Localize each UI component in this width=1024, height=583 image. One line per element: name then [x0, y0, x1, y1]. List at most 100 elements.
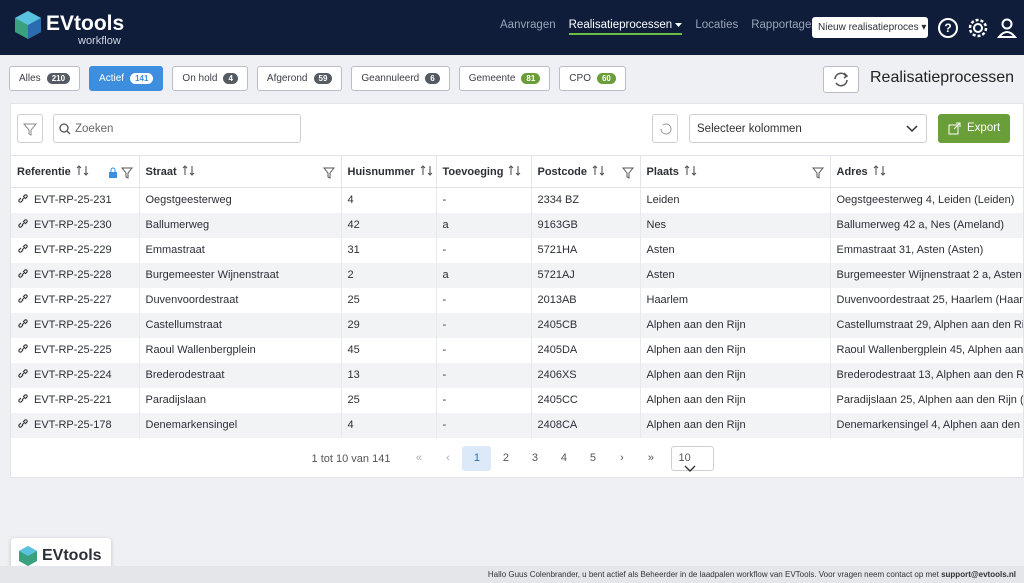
new-button[interactable]: Nieuw realisatieproces ▾	[812, 17, 928, 38]
column-select[interactable]: Selecteer kolommen	[689, 114, 927, 143]
cell-text: 2408CA	[537, 419, 578, 431]
column-header[interactable]: Adres	[830, 155, 1023, 188]
nav-item[interactable]: Aanvragen	[500, 19, 556, 31]
cell-text: 4	[347, 419, 354, 431]
cell: Burgemeester Wijnenstraat	[139, 262, 342, 288]
page-nav[interactable]: «	[415, 452, 423, 464]
column-label: Postcode	[537, 165, 588, 178]
reference-link[interactable]: EVT-RP-25-230	[34, 219, 112, 231]
table-row[interactable]: EVT-RP-25-230 Ballumerweg 42 a 9163GB Nes Ball…	[11, 212, 1023, 238]
reference-link[interactable]: EVT-RP-25-224	[34, 369, 112, 381]
header-row: Referentie Straat Huisnummer Toevoeging Post…	[11, 155, 1023, 188]
search[interactable]: Zoeken	[53, 114, 301, 143]
header-icons[interactable]: ?	[937, 17, 1017, 39]
cell-text: Alphen aan den Rijn	[646, 319, 746, 331]
tab[interactable]: On hold 4	[172, 66, 248, 91]
cell: 9163GB	[531, 212, 641, 238]
cell-text: -	[442, 369, 447, 381]
tab[interactable]: Geannuleerd 6	[351, 66, 450, 91]
table-row[interactable]: EVT-RP-25-226 Castellumstraat 29 - 2405CB Alp…	[11, 312, 1023, 338]
export-button[interactable]: Export	[938, 114, 1010, 143]
table-row[interactable]: EVT-RP-25-228 Burgemeester Wijnenstraat 2 a…	[11, 262, 1023, 288]
page-size[interactable]: 10	[671, 446, 715, 472]
reference-link[interactable]: EVT-RP-25-229	[34, 244, 112, 256]
cell: EVT-RP-25-229	[11, 237, 140, 263]
undo[interactable]	[652, 114, 678, 143]
filter-reset[interactable]	[17, 114, 43, 143]
cell: Denemarkensingel 4, Alphen aan den Rijn …	[830, 412, 1023, 438]
page-number[interactable]: 4	[560, 452, 568, 464]
nav-item[interactable]: Rapportages	[751, 19, 818, 31]
cell-text: -	[442, 344, 447, 356]
cell-text: 31	[347, 244, 360, 256]
page-number[interactable]: 5	[589, 452, 597, 464]
cell: Raoul Wallenbergplein	[139, 337, 342, 363]
reference-link[interactable]: EVT-RP-25-221	[34, 394, 112, 406]
cell-text: Asten	[646, 269, 675, 281]
cell-text: 2405DA	[537, 344, 578, 356]
cell-text: 25	[347, 294, 360, 306]
cell: EVT-RP-25-228	[11, 262, 140, 288]
reference-link[interactable]: EVT-RP-25-225	[34, 344, 112, 356]
tab-label: Alles	[19, 73, 41, 84]
tab[interactable]: Gemeente 81	[458, 66, 551, 91]
page-nav[interactable]: ‹	[446, 452, 450, 464]
tab[interactable]: Actief 141	[89, 66, 164, 91]
table-row[interactable]: EVT-RP-25-224 Brederodestraat 13 - 2406XS Alp…	[11, 362, 1023, 388]
table-row[interactable]: EVT-RP-25-227 Duvenvoordestraat 25 - 2013AB H…	[11, 287, 1023, 313]
column-select-label: Selecteer kolommen	[697, 123, 802, 135]
cell-text: Alphen aan den Rijn	[646, 419, 746, 431]
footer-email[interactable]: support@evtools.nl	[941, 570, 1016, 579]
cell-text: Haarlem	[646, 294, 689, 306]
cell: 4	[341, 187, 437, 213]
page-number[interactable]: 1	[462, 446, 492, 471]
cell: Castellumstraat 29, Alphen aan den Rijn …	[830, 312, 1023, 338]
column-label: Straat	[145, 165, 177, 178]
column-header[interactable]: Referentie	[11, 155, 140, 188]
tab[interactable]: Alles 210	[9, 66, 81, 91]
nav-item[interactable]: Realisatieprocessen	[568, 19, 683, 35]
page-number[interactable]: 2	[502, 452, 510, 464]
page-nav[interactable]: ›	[620, 452, 624, 464]
tab-label: Afgerond	[266, 73, 308, 84]
reference-link[interactable]: EVT-RP-25-228	[34, 269, 112, 281]
reference-link[interactable]: EVT-RP-25-231	[34, 194, 112, 207]
table-row[interactable]: EVT-RP-25-221 Paradijslaan 25 - 2405CC Alphen…	[11, 387, 1023, 413]
column-header[interactable]: Huisnummer	[341, 155, 437, 188]
cell: 31	[341, 237, 437, 263]
cell: Brederodestraat	[139, 362, 342, 388]
column-header[interactable]: Toevoeging	[436, 155, 532, 188]
cell: Nes	[640, 212, 831, 238]
cell: Denemarkensingel	[139, 412, 342, 438]
cell: 2013AB	[531, 287, 641, 313]
logo	[15, 11, 41, 39]
nav-item[interactable]: Locaties	[695, 19, 739, 31]
table-row[interactable]: EVT-RP-25-231 Oegstgeesterweg 4 - 2334 BZ Lei…	[11, 187, 1023, 213]
cell: Raoul Wallenbergplein 45, Alphen aan den…	[830, 337, 1024, 363]
cell: Emmastraat	[139, 237, 342, 263]
cell-text: -	[442, 194, 447, 207]
cell: EVT-RP-25-225	[11, 337, 140, 363]
reference-link[interactable]: EVT-RP-25-227	[34, 294, 112, 306]
tab[interactable]: CPO 60	[559, 66, 626, 91]
reference-link[interactable]: EVT-RP-25-226	[34, 319, 112, 331]
table-row[interactable]: EVT-RP-25-229 Emmastraat 31 - 5721HA Asten Emm…	[11, 237, 1023, 263]
table-row[interactable]: EVT-RP-25-178 Denemarkensingel 4 - 2408CA Alp…	[11, 412, 1023, 438]
cell-text: 42	[347, 219, 360, 231]
cell: Leiden	[640, 187, 831, 213]
column-header[interactable]: Plaats	[640, 155, 831, 188]
reference-link[interactable]: EVT-RP-25-178	[34, 419, 112, 431]
table-row[interactable]: EVT-RP-25-225 Raoul Wallenbergplein 45 - 240…	[11, 337, 1024, 363]
refresh-button[interactable]	[823, 66, 859, 93]
cell-text: Raoul Wallenbergplein 45, Alphen aan den…	[836, 344, 1024, 356]
page-title: Realisatieprocessen	[870, 69, 1015, 86]
cell-text: -	[442, 319, 447, 331]
cell-text: Emmastraat	[145, 244, 205, 256]
page-nav[interactable]: »	[647, 452, 655, 464]
cell: EVT-RP-25-178	[11, 412, 140, 438]
tab[interactable]: Afgerond 59	[256, 66, 343, 91]
column-header[interactable]: Straat	[139, 155, 342, 188]
page-number[interactable]: 3	[531, 452, 539, 464]
cell-text: Oegstgeesterweg 4, Leiden (Leiden)	[836, 194, 1015, 207]
column-header[interactable]: Postcode	[531, 155, 641, 188]
